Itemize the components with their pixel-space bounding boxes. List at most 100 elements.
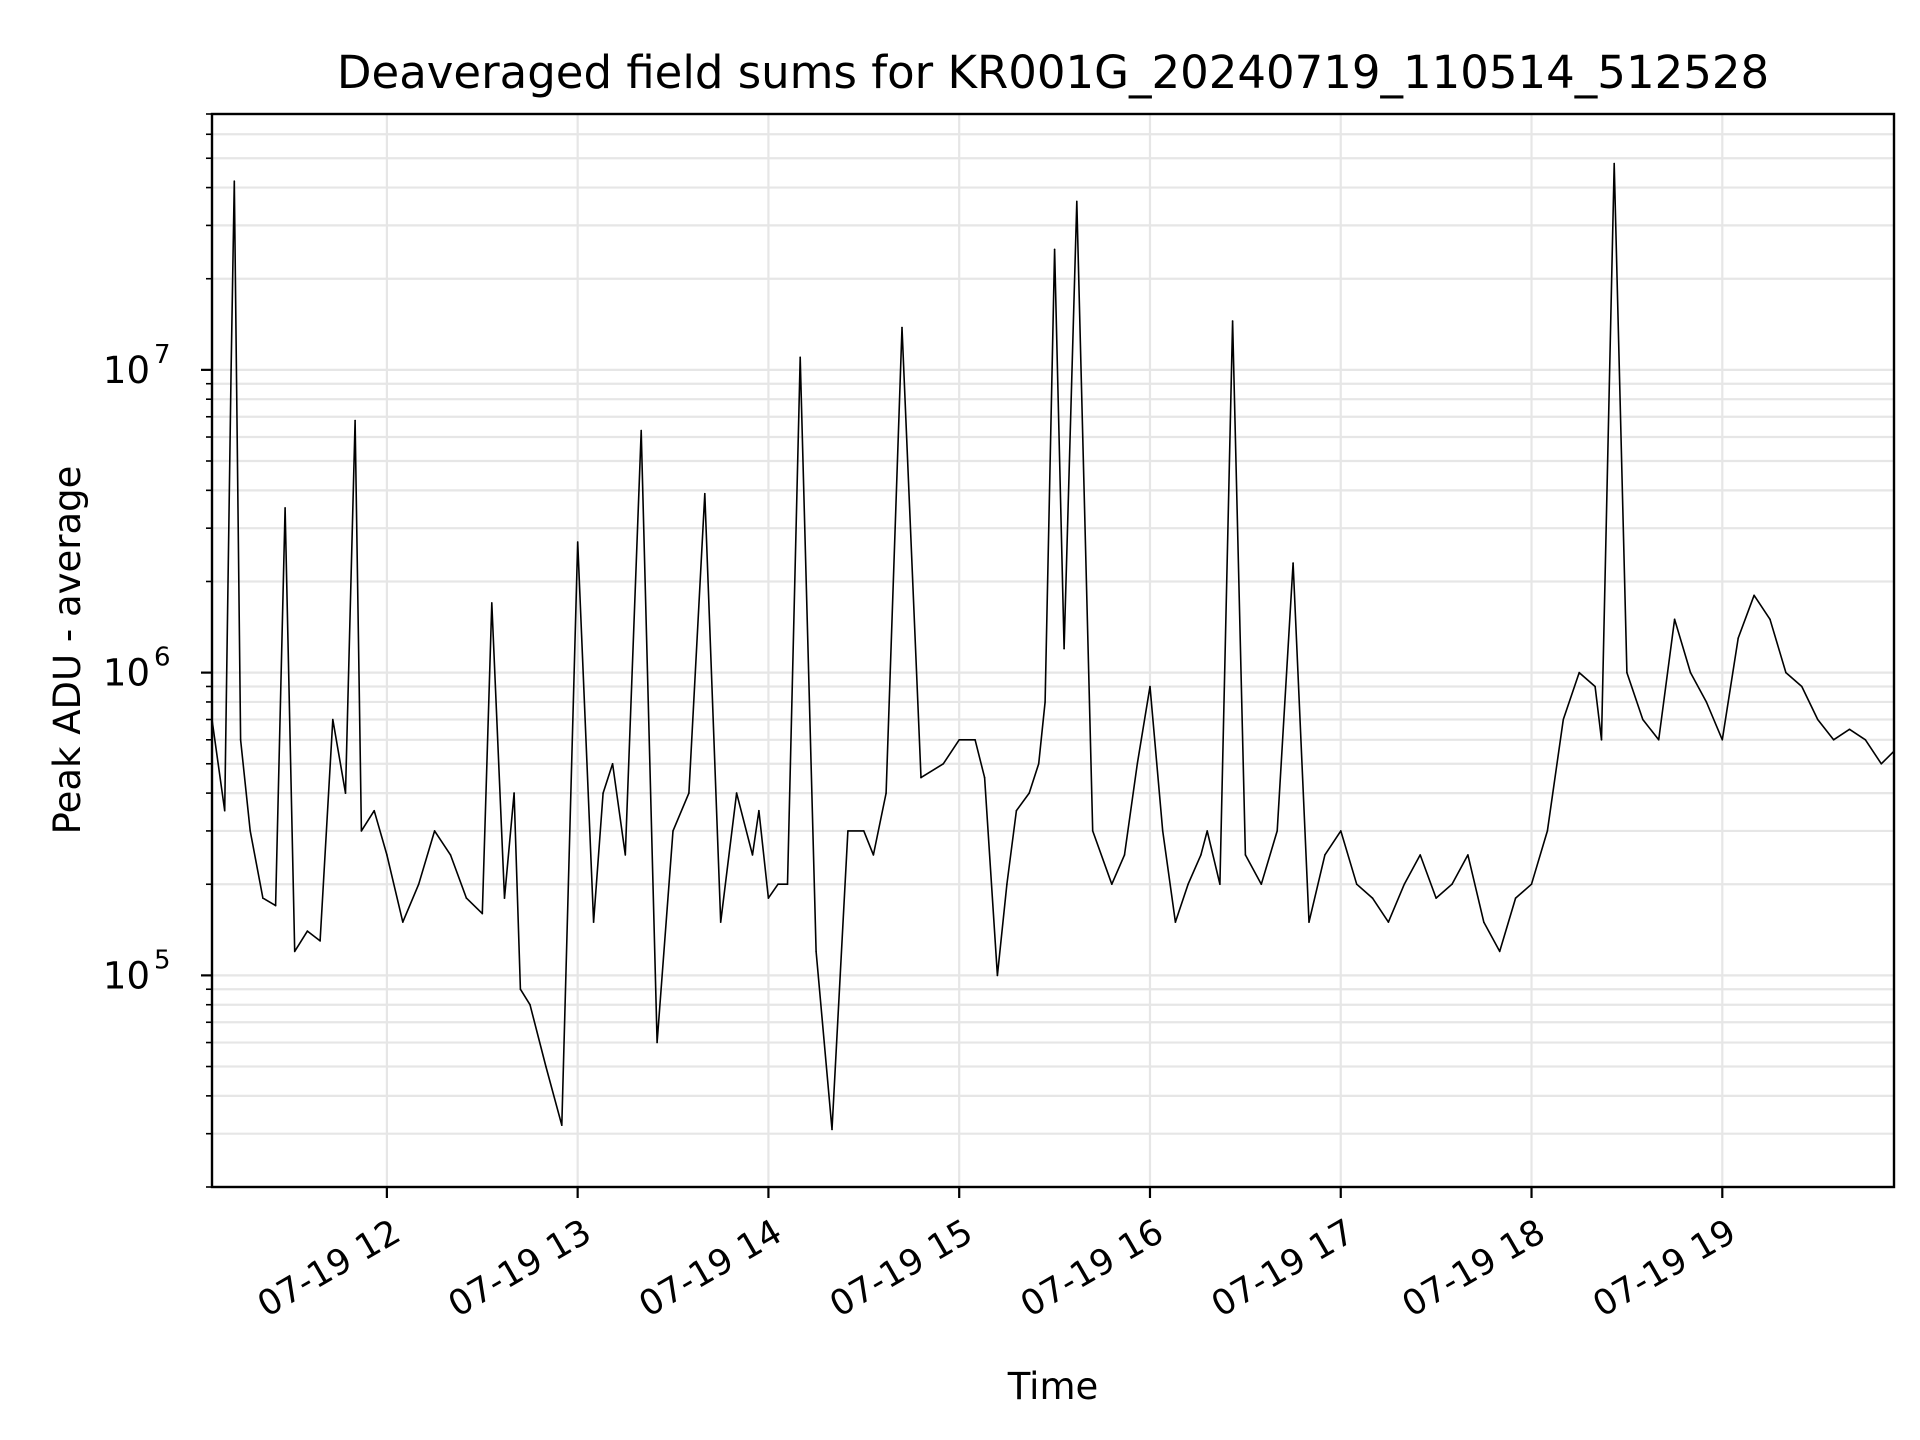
data-point <box>1015 809 1018 812</box>
y-tick-exponent: 5 <box>154 945 171 975</box>
data-point <box>1419 854 1421 856</box>
data-point <box>1864 739 1867 741</box>
data-point <box>513 792 515 794</box>
data-point <box>465 897 468 899</box>
data-point <box>1044 701 1046 703</box>
data-point <box>1613 162 1615 165</box>
data-point <box>1006 883 1008 885</box>
data-point <box>602 792 604 794</box>
data-point <box>1451 883 1453 885</box>
data-point <box>1037 763 1040 765</box>
data-point <box>786 883 789 885</box>
data-point <box>831 1128 833 1131</box>
data-point <box>958 739 960 741</box>
y-axis-label: Peak ADU - average <box>46 466 89 835</box>
data-point <box>1626 671 1628 674</box>
data-point <box>561 1124 563 1126</box>
data-point <box>1324 854 1326 856</box>
data-point <box>1260 883 1263 885</box>
data-point <box>1483 921 1485 923</box>
data-point <box>777 883 779 885</box>
data-point <box>815 950 817 953</box>
data-point <box>1149 685 1151 688</box>
data-point <box>545 1065 547 1068</box>
data-point <box>1705 701 1708 703</box>
y-tick-exponent: 7 <box>154 340 171 370</box>
chart-title: Deaveraged field sums for KR001G_2024071… <box>337 46 1769 99</box>
data-point <box>996 974 999 977</box>
data-point <box>223 809 226 812</box>
data-point <box>233 180 236 182</box>
data-point <box>1231 320 1234 322</box>
data-point <box>262 897 264 899</box>
data-point <box>1801 685 1803 688</box>
data-point <box>1076 200 1078 203</box>
data-point <box>719 921 722 923</box>
data-point <box>1753 594 1755 597</box>
data-point <box>1435 897 1437 899</box>
data-point <box>1340 830 1342 832</box>
data-point <box>1219 883 1221 885</box>
data-point <box>942 763 945 765</box>
data-point <box>1737 637 1739 639</box>
data-point <box>1136 763 1139 765</box>
data-point <box>1387 921 1390 923</box>
data-point <box>863 830 865 832</box>
data-point <box>1514 897 1517 899</box>
data-point <box>529 1003 531 1006</box>
data-point <box>576 541 579 543</box>
data-point <box>624 854 627 856</box>
data-point <box>1187 883 1189 885</box>
y-tick-exponent: 6 <box>154 643 171 673</box>
data-point <box>249 830 251 832</box>
data-point <box>920 776 922 779</box>
data-point <box>1371 897 1374 899</box>
data-point <box>1498 950 1501 953</box>
data-point <box>1244 854 1247 856</box>
data-point <box>360 830 363 832</box>
data-point <box>519 988 522 990</box>
data-point <box>1848 728 1851 731</box>
data-point <box>672 830 674 832</box>
data-point <box>799 356 801 359</box>
data-point <box>1880 763 1883 765</box>
data-point <box>1467 854 1469 856</box>
data-point <box>1308 921 1310 923</box>
data-point <box>449 854 452 856</box>
data-point <box>1206 830 1208 832</box>
data-point <box>885 792 887 794</box>
data-point <box>1600 739 1603 741</box>
data-point <box>611 763 614 765</box>
data-point <box>1785 671 1787 674</box>
data-point <box>319 940 321 942</box>
data-point <box>751 854 754 856</box>
data-point <box>1578 671 1580 674</box>
data-point <box>1091 830 1094 832</box>
data-point <box>1721 739 1724 741</box>
y-tick-label: 10 <box>103 349 150 392</box>
data-point <box>1063 647 1065 650</box>
data-point <box>274 904 277 907</box>
data-point <box>503 897 506 899</box>
data-point <box>306 930 309 932</box>
grid <box>212 112 1894 1189</box>
y-tick-label: 10 <box>103 954 150 997</box>
data-point <box>1123 854 1126 856</box>
data-point <box>1546 830 1549 832</box>
data-point <box>735 792 738 794</box>
x-axis-label: Time <box>1007 1365 1099 1408</box>
data-point <box>640 429 642 432</box>
data-point <box>417 883 420 885</box>
data-point <box>983 776 986 779</box>
data-point <box>1689 671 1692 674</box>
data-point <box>1594 685 1596 688</box>
y-tick-label: 10 <box>103 652 150 695</box>
data-point <box>1174 921 1177 923</box>
data-point <box>284 507 286 509</box>
data-point <box>481 912 484 915</box>
data-point <box>1355 883 1358 885</box>
data-point <box>688 792 690 794</box>
data-point <box>592 921 595 923</box>
data-point <box>1053 248 1056 251</box>
